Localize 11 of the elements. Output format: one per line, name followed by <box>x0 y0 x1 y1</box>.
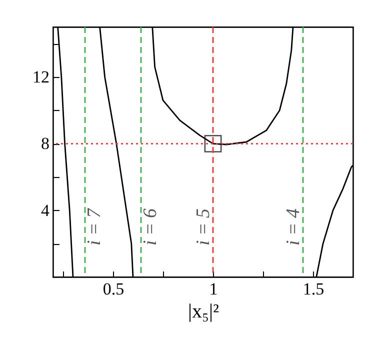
x-tick-label: 1 <box>209 280 218 298</box>
annotation: i = 4 <box>283 208 304 246</box>
x-axis-title: |x₅|² <box>188 300 219 322</box>
y-tick-label: 12 <box>32 68 50 86</box>
x-tick-label: 1.5 <box>302 280 324 298</box>
annotation: i = 7 <box>84 206 105 246</box>
x-tick-label: 0.5 <box>102 280 124 298</box>
annotation: i = 6 <box>140 208 161 246</box>
y-tick-label: 4 <box>41 200 50 220</box>
annotation: i = 5 <box>193 208 214 246</box>
y-tick-label: 8 <box>41 134 50 154</box>
